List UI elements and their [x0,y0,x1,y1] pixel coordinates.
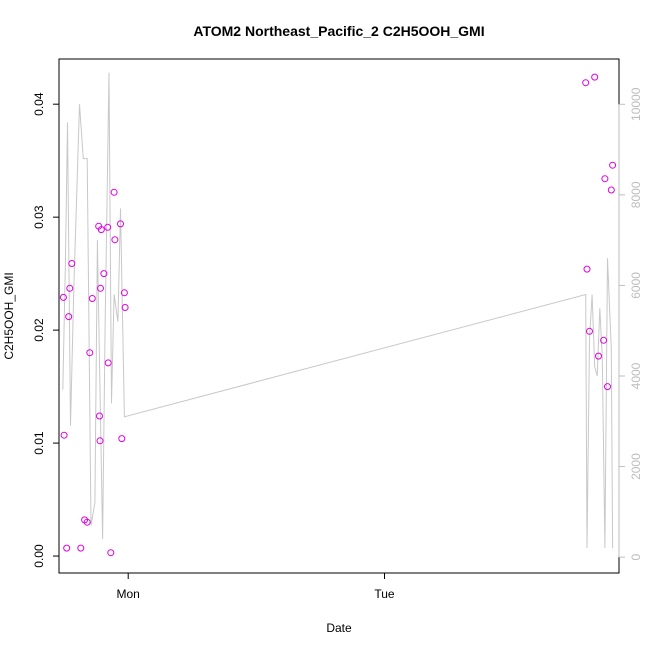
y2-tick-label: 4000 [629,362,643,389]
scatter-point [104,359,112,367]
scatter-point [107,549,115,557]
y2-tick-label: 8000 [629,181,643,208]
scatter-point [118,435,126,443]
scatter-point [60,431,68,439]
scatter-point [583,265,591,273]
x-tick-label: Mon [117,587,140,601]
scatter-point [591,73,599,81]
scatter-point [96,412,103,420]
y2-tick-label: 6000 [629,272,643,299]
scatter-point [100,270,108,278]
scatter-series [59,73,617,557]
y2-tick-label: 10000 [629,87,643,121]
y-tick-label: 0.04 [32,92,46,116]
scatter-point [65,313,73,321]
scatter-point [607,186,615,194]
scatter-point [86,349,94,357]
plot-frame [58,58,620,574]
y-tick-label: 0.01 [32,431,46,455]
scatter-point [111,236,119,244]
y-axis: 0.00 0.01 0.02 0.03 0.04 [32,92,60,568]
scatter-point [63,544,71,552]
scatter-point [97,226,105,234]
y-tick-label: 0.03 [32,205,46,229]
y-tick-label: 0.02 [32,318,46,342]
scatter-point [595,352,602,360]
scatter-point [66,284,74,292]
x-axis: Mon Tue [117,573,395,601]
scatter-point [600,336,608,344]
scatter-point [104,223,112,231]
series-line [62,72,614,549]
scatter-point [582,79,590,87]
scatter-point [77,544,85,552]
scatter-point [601,175,609,183]
scatter-point [59,293,67,301]
scatter-point [604,383,611,391]
scatter-point [110,188,118,196]
line-series [62,72,614,549]
x-axis-label: Date [326,621,352,635]
scatter-point [68,260,76,267]
scatter-point [117,220,124,228]
y-axis-label: C2H5OOH_GMI [2,272,16,359]
y-tick-label: 0.00 [32,544,46,568]
scatter-point [609,161,617,169]
scatter-point [97,284,104,292]
scatter-point [88,295,96,302]
y2-tick-label: 0 [629,553,643,560]
scatter-point [83,518,91,526]
y2-axis: 0 2000 4000 6000 8000 10000 [618,87,643,560]
scatter-point [121,304,129,311]
scatter-point [96,437,104,445]
scatter-point [120,289,128,297]
x-tick-label: Tue [374,587,395,601]
scatter-point [586,327,593,335]
y2-tick-label: 2000 [629,453,643,480]
chart-title: ATOM2 Northeast_Pacific_2 C2H5OOH_GMI [193,23,484,39]
